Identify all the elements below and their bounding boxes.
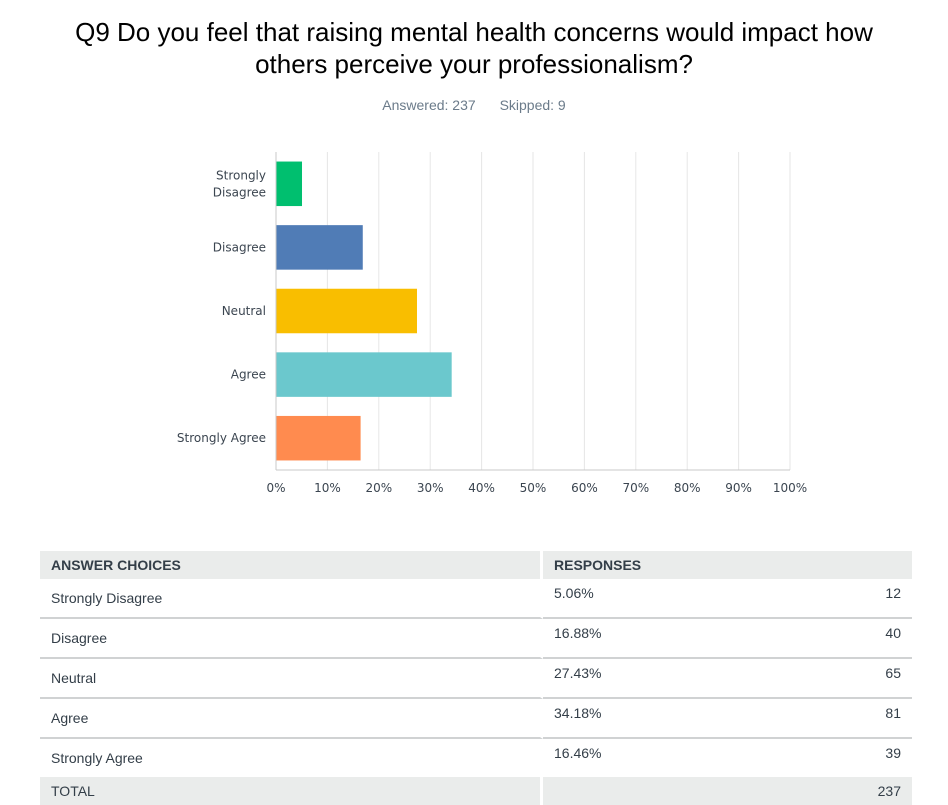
table-row: Disagree 16.88% 40 [40,619,912,659]
category-label: Neutral [222,304,266,318]
response-stats: Answered: 237 Skipped: 9 [0,97,948,113]
tick-label: 70% [622,481,649,495]
category-label: Disagree [213,240,266,254]
question-title: Q9 Do you feel that raising mental healt… [0,16,948,80]
question-title-line2: others perceive your professionalism? [255,49,693,79]
total-row: TOTAL 237 [40,777,912,805]
percent-cell: 34.18% [543,699,767,739]
choice-cell: Agree [40,699,543,739]
answered-count: Answered: 237 [382,97,476,113]
tick-label: 40% [468,481,495,495]
choice-cell: Disagree [40,619,543,659]
category-label: Strongly Agree [177,431,266,445]
percent-cell: 27.43% [543,659,767,699]
table-row: Agree 34.18% 81 [40,699,912,739]
table-row: Neutral 27.43% 65 [40,659,912,699]
percent-cell: 16.46% [554,745,602,761]
bar-agree [276,352,452,397]
total-count: 237 [766,777,912,805]
table-row: Strongly Agree 16.46% 39 [40,739,912,777]
bar-strongly-disagree [276,161,303,207]
tick-label: 100% [773,481,807,495]
bar-strongly-agree [276,415,361,461]
table-row: Strongly Disagree 5.06% 12 [40,579,912,619]
percent-cell: 16.88% [543,619,767,659]
category-label: Agree [231,368,266,382]
tick-label: 30% [417,481,444,495]
responses-table: ANSWER CHOICES RESPONSES Strongly Disagr… [40,551,912,805]
choice-cell: Strongly Agree [40,739,543,777]
choice-cell: Strongly Disagree [40,579,543,619]
total-spacer [543,777,767,805]
total-label: TOTAL [40,777,543,805]
category-label: Disagree [213,185,266,199]
tick-label: 0% [266,481,285,495]
tick-label: 10% [314,481,341,495]
bar-chart: Strongly Disagree Disagree Neutral Agree Stro… [177,152,807,495]
tick-label: 50% [520,481,547,495]
tick-labels: 0% 10% 20% 30% 40% 50% 60% 70% 80% 90% 100% [266,481,807,495]
bar-disagree [276,225,363,270]
gridlines [326,152,791,470]
skipped-count: Skipped: 9 [499,97,566,113]
category-labels: Strongly Disagree Disagree Neutral Agree Stro… [177,168,266,445]
count-cell: 39 [885,745,901,761]
tick-label: 80% [674,481,701,495]
choice-cell: Neutral [40,659,543,699]
count-cell: 40 [766,619,912,659]
category-label: Strongly [216,168,266,182]
tick-label: 20% [365,481,392,495]
bars [276,161,452,461]
count-cell: 12 [766,579,912,619]
bar-neutral [276,288,417,334]
count-cell: 81 [766,699,912,739]
tick-label: 60% [571,481,598,495]
percent-cell: 5.06% [543,579,767,619]
question-title-line1: Q9 Do you feel that raising mental healt… [75,17,873,47]
tick-label: 90% [725,481,752,495]
header-responses: RESPONSES [543,551,912,579]
header-answer-choices: ANSWER CHOICES [40,551,543,579]
count-cell: 65 [766,659,912,699]
table-header-row: ANSWER CHOICES RESPONSES [40,551,912,579]
